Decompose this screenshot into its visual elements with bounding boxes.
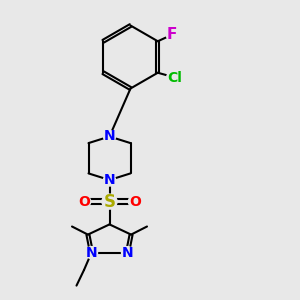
Circle shape bbox=[77, 195, 91, 208]
Text: F: F bbox=[167, 27, 177, 42]
Text: N: N bbox=[104, 173, 115, 187]
Circle shape bbox=[85, 247, 98, 259]
Circle shape bbox=[167, 69, 184, 86]
Text: N: N bbox=[104, 130, 115, 143]
Circle shape bbox=[102, 194, 117, 209]
Text: N: N bbox=[86, 246, 97, 260]
Text: S: S bbox=[103, 193, 116, 211]
Text: Cl: Cl bbox=[168, 70, 183, 85]
Text: N: N bbox=[122, 246, 133, 260]
Circle shape bbox=[166, 28, 178, 40]
Circle shape bbox=[103, 174, 116, 186]
Text: O: O bbox=[129, 195, 141, 208]
Circle shape bbox=[122, 247, 134, 259]
Text: O: O bbox=[78, 195, 90, 208]
Circle shape bbox=[103, 130, 116, 142]
Circle shape bbox=[128, 195, 142, 208]
